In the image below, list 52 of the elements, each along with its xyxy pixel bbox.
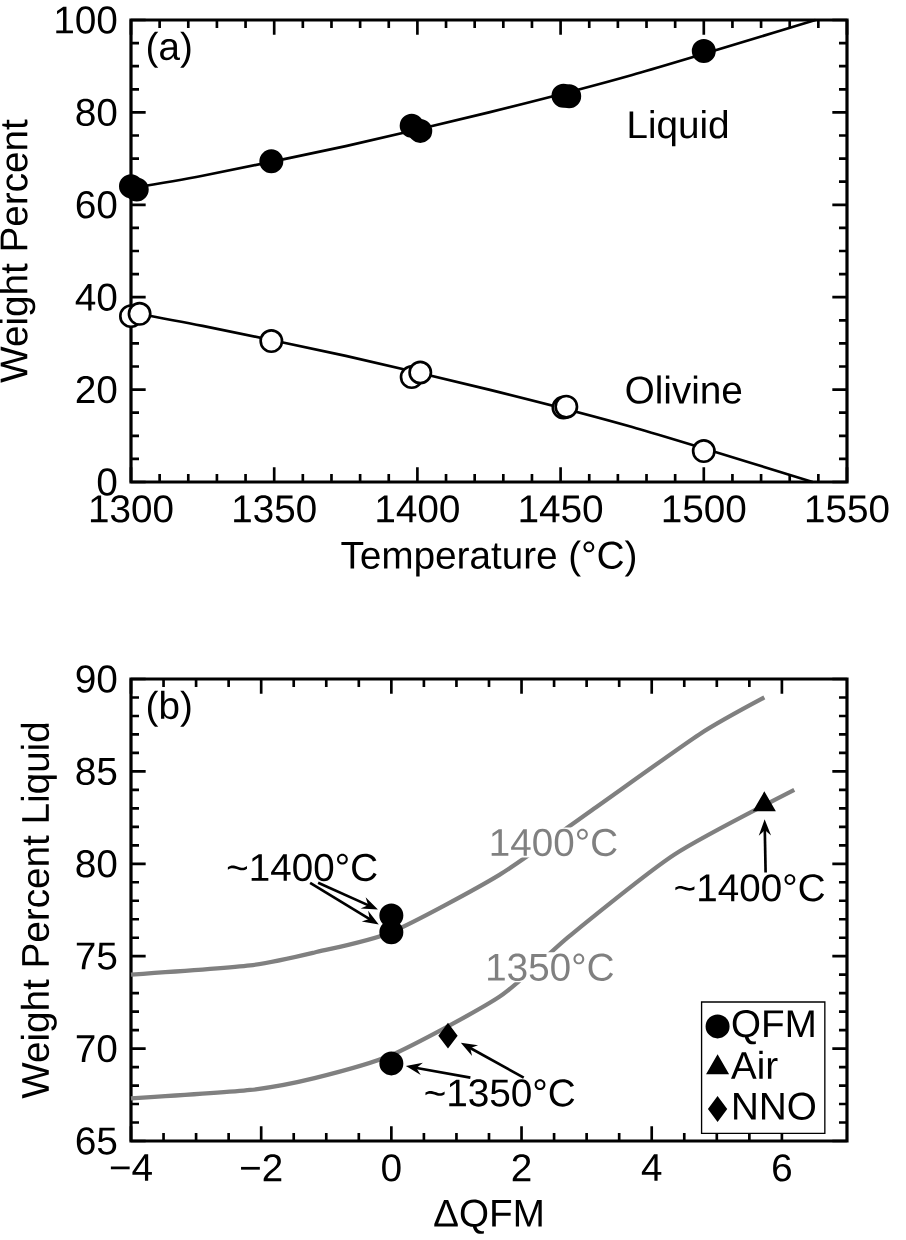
x-tick-label: −4 — [110, 1154, 152, 1181]
x-tick-label: 1400 — [377, 495, 459, 523]
y-tick-label: 20 — [76, 375, 117, 404]
point — [127, 301, 152, 326]
point — [408, 118, 433, 143]
point — [259, 149, 284, 174]
y-tick-label: 60 — [76, 191, 117, 219]
x-tick-label: 4 — [641, 1154, 662, 1181]
point — [408, 360, 433, 385]
y-tick-label: 100 — [56, 6, 117, 34]
annotation: ~1400°C — [675, 874, 825, 902]
point — [379, 1051, 404, 1076]
annotation: Olivine — [626, 375, 742, 404]
x-tick-label: 0 — [382, 1154, 401, 1182]
y-tick-label: 0 — [97, 468, 117, 496]
point — [753, 792, 775, 812]
annotation: ~1350°C — [425, 1079, 575, 1107]
annotation: (b) — [147, 690, 191, 727]
y-tick-label: 75 — [76, 942, 117, 970]
y-axis-title: Weight Percent Liquid — [20, 723, 57, 1099]
y-tick-label: 85 — [76, 757, 117, 786]
legend-label: NNO — [734, 1092, 815, 1120]
x-tick-label: 1300 — [90, 495, 173, 523]
annotation: 1400°C — [491, 828, 617, 857]
annotation: Liquid — [629, 110, 728, 147]
legend-label: QFM — [732, 1009, 814, 1045]
y-axis-title: Weight Percent — [0, 119, 36, 383]
x-tick-label: 2 — [512, 1154, 531, 1182]
point — [691, 38, 716, 63]
point — [124, 177, 149, 202]
x-axis-title: ΔQFM — [434, 1199, 542, 1234]
x-axis-title: Temperature (°C) — [341, 540, 635, 577]
annotation: 1350°C — [488, 953, 614, 981]
x-tick-label: 1350 — [234, 495, 316, 523]
x-tick-label: 1550 — [806, 495, 889, 523]
y-tick-label: 80 — [76, 98, 117, 127]
point — [379, 920, 404, 945]
point — [691, 439, 716, 464]
x-tick-label: −2 — [241, 1154, 282, 1182]
y-tick-label: 65 — [76, 1127, 117, 1155]
y-tick-label: 40 — [75, 283, 117, 311]
x-tick-label: 1500 — [663, 495, 746, 523]
annotation: (a) — [147, 31, 191, 68]
y-tick-label: 80 — [76, 850, 117, 878]
y-tick-label: 70 — [76, 1034, 117, 1063]
legend-label: Air — [731, 1050, 778, 1079]
point — [438, 1023, 458, 1048]
point — [259, 329, 284, 354]
x-tick-label: 1450 — [520, 495, 603, 523]
y-tick-label: 90 — [76, 665, 117, 693]
x-tick-label: 6 — [773, 1154, 791, 1182]
annotation: ~1400°C — [227, 853, 377, 882]
